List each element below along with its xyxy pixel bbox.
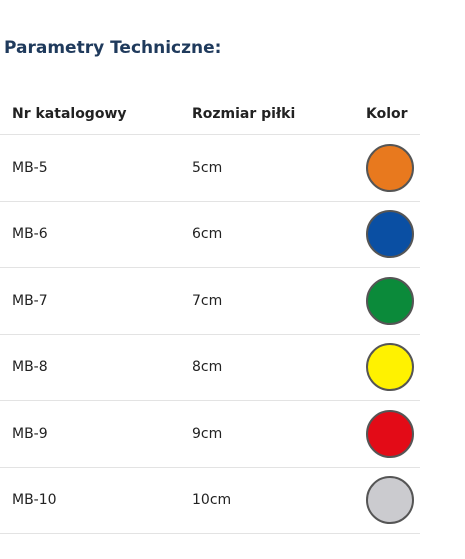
ball-size: 6cm <box>192 226 223 243</box>
color-swatch <box>366 409 414 458</box>
ball-size: 7cm <box>192 292 223 309</box>
color-swatch <box>366 143 414 192</box>
color-swatch <box>366 276 414 325</box>
table-header: Nr katalogowy Rozmiar piłki Kolor <box>0 93 420 135</box>
catalog-number: MB-10 <box>12 492 57 509</box>
ball-size: 5cm <box>192 159 223 176</box>
catalog-number: MB-7 <box>12 292 48 309</box>
column-header: Kolor <box>366 105 408 122</box>
catalog-number: MB-5 <box>12 159 48 176</box>
table-row: MB-6 6cm <box>0 202 420 268</box>
color-swatch <box>366 210 414 259</box>
ball-size: 10cm <box>192 492 232 509</box>
table-row: MB-10 10cm <box>0 468 420 534</box>
ball-size: 8cm <box>192 359 223 376</box>
color-swatch <box>366 343 414 392</box>
table-row: MB-9 9cm <box>0 401 420 468</box>
column-header: Nr katalogowy <box>12 105 127 122</box>
column-header: Rozmiar piłki <box>192 105 296 122</box>
table-row: MB-5 5cm <box>0 135 420 202</box>
table-row: MB-7 7cm <box>0 268 420 335</box>
catalog-number: MB-6 <box>12 226 48 243</box>
spec-table: Nr katalogowy Rozmiar piłki Kolor MB-5 5c… <box>0 93 420 534</box>
catalog-number: MB-8 <box>12 359 48 376</box>
table-row: MB-8 8cm <box>0 335 420 401</box>
catalog-number: MB-9 <box>12 425 48 442</box>
color-swatch <box>366 476 414 525</box>
section-title: Parametry Techniczne: <box>4 38 222 58</box>
ball-size: 9cm <box>192 425 223 442</box>
